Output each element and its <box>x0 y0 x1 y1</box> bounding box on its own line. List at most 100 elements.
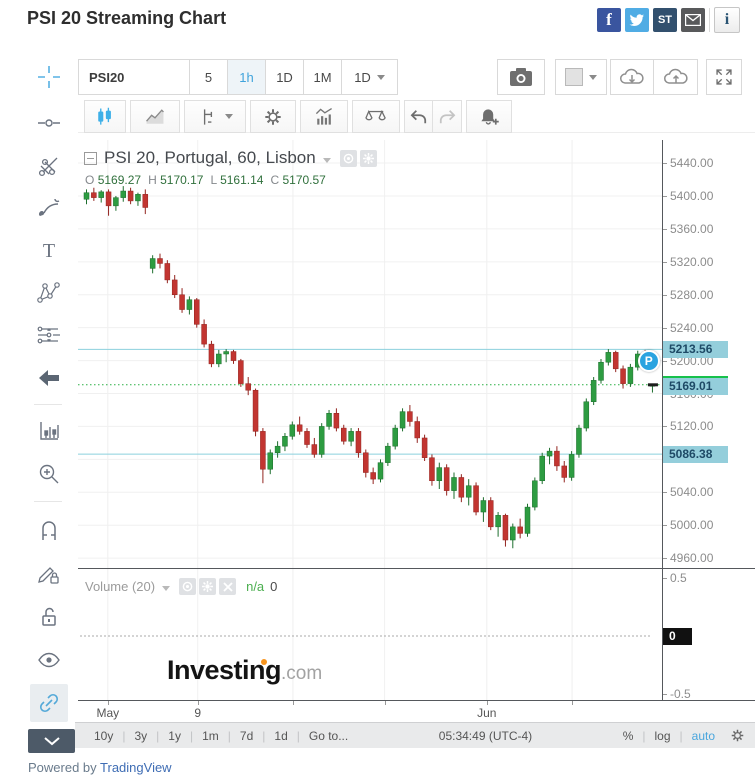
time-tick-mark <box>384 701 386 705</box>
undo-button[interactable] <box>404 100 433 133</box>
email-share-icon[interactable] <box>681 8 705 32</box>
volume-tick-label: -0.5 <box>670 687 691 702</box>
add-alert-button[interactable] <box>466 100 512 133</box>
toolbar-separator: | <box>679 728 683 743</box>
line-tools-dropdown[interactable] <box>184 100 246 133</box>
fullscreen-icon <box>716 69 732 85</box>
scale-log[interactable]: log <box>654 728 671 743</box>
snapshot-button[interactable] <box>497 59 545 95</box>
tool-forecast[interactable] <box>30 316 68 354</box>
price-tick-label: 5120.00 <box>670 419 714 434</box>
collapse-legend-icon[interactable] <box>84 151 97 165</box>
legend-settings-button[interactable] <box>359 149 377 167</box>
time-tick-mark <box>572 701 574 705</box>
range-3y[interactable]: 3y <box>134 728 148 743</box>
collapse-sidebar-button[interactable] <box>28 729 75 753</box>
facebook-share-icon[interactable]: f <box>597 8 621 32</box>
tool-pitchfork[interactable] <box>30 147 68 185</box>
toolbar-separator: | <box>262 728 266 743</box>
powered-by-text: Powered by <box>28 760 101 775</box>
tool-measure[interactable] <box>30 412 68 450</box>
tool-lock[interactable] <box>30 598 68 636</box>
axis-settings-gear[interactable] <box>730 728 745 743</box>
redo-button[interactable] <box>433 100 462 133</box>
line-style-button[interactable] <box>130 100 180 133</box>
chevron-down-icon <box>322 157 331 163</box>
volume-settings-button[interactable] <box>199 578 217 595</box>
interval-dropdown[interactable]: 1D <box>342 59 398 95</box>
chevron-down-icon <box>162 586 171 591</box>
chart-pane: 5440.00 5400.00 5360.00 5320.00 5280.00 5240.… <box>78 140 755 702</box>
time-tick-label: May <box>96 706 120 720</box>
volume-close-button[interactable] <box>219 578 237 595</box>
toolbar-separator: | <box>642 728 646 743</box>
interval-5[interactable]: 5 <box>190 59 228 95</box>
pane-separator[interactable] <box>78 568 755 569</box>
clock-label[interactable]: 05:34:49 (UTC-4) <box>438 728 533 743</box>
cloud-download-icon <box>620 68 644 84</box>
candlestick-plot[interactable] <box>78 140 662 700</box>
compare-button[interactable] <box>352 100 400 133</box>
ohlc-readout: O 5169.27 H 5170.17 L 5161.14 C 5170.57 <box>85 173 326 187</box>
scale-auto[interactable]: auto <box>691 728 715 743</box>
volume-eye-button[interactable] <box>179 578 197 595</box>
symbol-legend[interactable]: PSI 20, Portugal, 60, Lisbon <box>84 148 377 168</box>
goto-button[interactable]: Go to... <box>308 728 349 743</box>
fullscreen-button[interactable] <box>706 59 742 95</box>
range-10y[interactable]: 10y <box>94 728 114 743</box>
interval-dropdown-label: 1D <box>354 69 371 85</box>
chart-style-dropdown[interactable] <box>555 59 607 95</box>
volume-tick-label: 0.5 <box>670 570 687 585</box>
time-axis[interactable]: May 9 Jun <box>78 700 755 722</box>
price-tick-mark <box>662 426 667 428</box>
interval-1h[interactable]: 1h <box>228 59 266 95</box>
indicators-button[interactable] <box>300 100 348 133</box>
range-1m[interactable]: 1m <box>202 728 219 743</box>
range-1y[interactable]: 1y <box>168 728 181 743</box>
price-tick-mark <box>662 327 667 329</box>
interval-1m[interactable]: 1M <box>304 59 342 95</box>
price-tick-label: 5000.00 <box>670 518 714 533</box>
legend-eye-button[interactable] <box>339 149 357 167</box>
tool-text[interactable]: T <box>30 232 68 270</box>
time-tick-label: Jun <box>477 706 497 720</box>
price-tick-label: 4960.00 <box>670 551 714 566</box>
tool-xabcd-pattern[interactable] <box>30 274 68 312</box>
header-divider <box>709 8 710 32</box>
tool-zoom-in[interactable] <box>30 455 68 493</box>
price-tick-mark <box>662 492 667 494</box>
watermark-orange-dot <box>261 659 267 665</box>
tool-trend-line[interactable] <box>30 104 68 142</box>
tool-link[interactable] <box>30 684 68 722</box>
investing-watermark: Investing.com <box>167 655 322 686</box>
scale-[interactable]: % <box>622 728 634 743</box>
symbol-input[interactable]: PSI20 <box>78 59 190 95</box>
range-7d[interactable]: 7d <box>239 728 254 743</box>
price-axis[interactable]: 5440.00 5400.00 5360.00 5320.00 5280.00 5240.… <box>662 140 755 702</box>
range-1d[interactable]: 1d <box>274 728 288 743</box>
price-axis-border <box>662 140 663 722</box>
gear-icon <box>202 581 214 592</box>
price-tick-mark <box>662 360 667 362</box>
save-chart-button[interactable] <box>654 59 698 95</box>
redo-arrow-icon <box>439 109 456 123</box>
tool-hide-panel-arrow[interactable] <box>30 359 68 397</box>
stocktwits-share-icon[interactable]: ST <box>653 8 677 32</box>
tool-brush[interactable] <box>30 189 68 227</box>
volume-legend[interactable]: Volume (20) n/a 0 <box>85 578 277 595</box>
tool-drawing-lock[interactable] <box>30 555 68 593</box>
chart-settings-button[interactable] <box>250 100 296 133</box>
twitter-share-icon[interactable] <box>625 8 649 32</box>
time-tick-mark <box>107 701 109 705</box>
tool-eye[interactable] <box>30 641 68 679</box>
flag-marker[interactable]: P <box>637 350 660 373</box>
load-chart-button[interactable] <box>610 59 654 95</box>
candlestick-style-button[interactable] <box>84 100 126 133</box>
info-button[interactable]: i <box>714 7 740 33</box>
price-tick-label: 5280.00 <box>670 287 714 302</box>
volume-label: Volume (20) <box>85 579 156 594</box>
tool-crosshair[interactable] <box>30 58 68 96</box>
tradingview-link[interactable]: TradingView <box>100 760 172 775</box>
interval-1d[interactable]: 1D <box>266 59 304 95</box>
tool-magnet[interactable] <box>30 512 68 550</box>
